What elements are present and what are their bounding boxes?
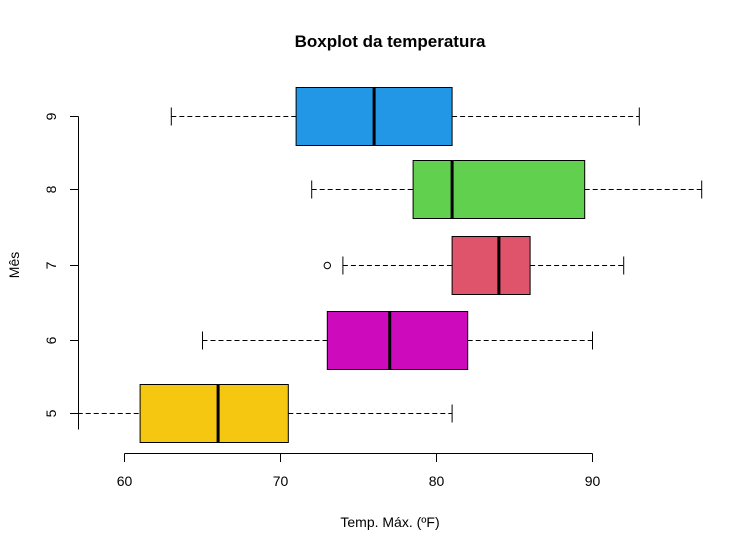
y-tick-label-5: 5 [43,409,59,417]
plot-area: 60 70 80 90 5 6 7 8 9 [43,87,703,489]
chart-title: Boxplot da temperatura [295,32,486,51]
box-8 [412,160,586,219]
box-5 [139,384,289,443]
y-tick-label-9: 9 [43,112,59,120]
outlier-7-0 [323,261,331,270]
y-tick-label-7: 7 [43,261,59,269]
x-tick-label-70: 70 [273,473,289,489]
y-tick-label-6: 6 [43,336,59,344]
x-tick-label-80: 80 [429,473,445,489]
box-7 [451,236,531,295]
x-tick-label-60: 60 [117,473,133,489]
y-axis-label: Mês [6,252,22,278]
x-axis-label: Temp. Máx. (ºF) [340,514,439,530]
y-tick-label-8: 8 [43,185,59,193]
x-tick-label-90: 90 [585,473,601,489]
box-6 [326,311,469,370]
